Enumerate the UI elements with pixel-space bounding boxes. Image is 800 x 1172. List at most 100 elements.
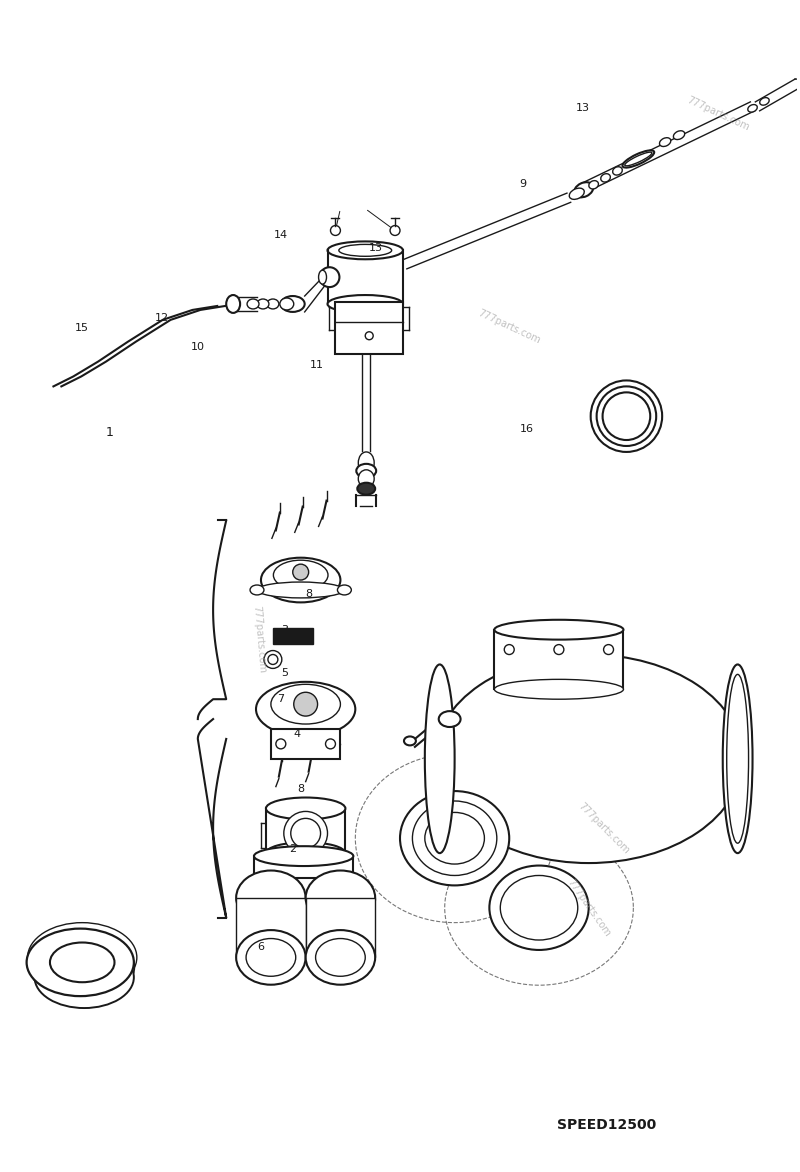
Ellipse shape (339, 245, 392, 257)
Ellipse shape (400, 791, 510, 885)
Ellipse shape (315, 939, 366, 976)
Ellipse shape (613, 166, 622, 175)
Text: 7: 7 (278, 694, 284, 704)
Ellipse shape (318, 271, 326, 284)
Ellipse shape (404, 736, 416, 745)
Text: 13: 13 (369, 244, 383, 253)
Text: 3: 3 (282, 625, 288, 635)
Bar (266, 809, 346, 853)
Ellipse shape (494, 620, 623, 640)
Text: 4: 4 (293, 729, 300, 738)
Bar (271, 729, 341, 758)
Circle shape (390, 225, 400, 236)
Ellipse shape (589, 180, 598, 189)
Text: 8: 8 (297, 784, 304, 793)
Ellipse shape (438, 711, 461, 727)
Ellipse shape (28, 922, 137, 993)
Bar (335, 302, 403, 354)
Ellipse shape (256, 682, 355, 736)
Ellipse shape (250, 585, 264, 595)
Text: 777parts.com: 777parts.com (565, 877, 612, 939)
Ellipse shape (338, 585, 351, 595)
Ellipse shape (574, 182, 593, 197)
Bar (236, 898, 306, 958)
Ellipse shape (247, 299, 259, 309)
Circle shape (366, 332, 373, 340)
Text: 13: 13 (576, 103, 590, 113)
Bar (273, 628, 313, 643)
Bar (494, 629, 623, 689)
Ellipse shape (281, 297, 305, 312)
Ellipse shape (257, 299, 269, 309)
Ellipse shape (266, 797, 346, 819)
Circle shape (276, 738, 286, 749)
Ellipse shape (261, 558, 341, 602)
Circle shape (504, 645, 514, 654)
Ellipse shape (625, 152, 652, 165)
Text: 12: 12 (154, 313, 169, 323)
Text: 1: 1 (106, 425, 114, 438)
Ellipse shape (34, 947, 134, 1008)
Ellipse shape (760, 97, 769, 105)
Ellipse shape (226, 295, 240, 313)
Text: 6: 6 (258, 942, 265, 952)
Circle shape (290, 818, 321, 849)
Text: 777parts.com: 777parts.com (685, 95, 750, 132)
Ellipse shape (358, 452, 374, 473)
Ellipse shape (236, 931, 306, 984)
Ellipse shape (358, 470, 374, 488)
Ellipse shape (271, 684, 341, 724)
Text: 16: 16 (520, 424, 534, 434)
Text: 2: 2 (289, 844, 296, 854)
Text: 777parts.com: 777parts.com (251, 606, 267, 674)
Ellipse shape (622, 150, 654, 168)
Ellipse shape (425, 812, 485, 864)
Ellipse shape (726, 674, 749, 843)
Ellipse shape (358, 483, 375, 495)
Circle shape (319, 267, 339, 287)
Ellipse shape (494, 680, 623, 700)
Circle shape (264, 650, 282, 668)
Circle shape (268, 654, 278, 665)
Ellipse shape (500, 875, 578, 940)
Ellipse shape (601, 173, 610, 182)
Ellipse shape (570, 189, 584, 199)
Ellipse shape (413, 800, 497, 875)
Text: 10: 10 (190, 342, 205, 353)
Text: 777parts.com: 777parts.com (576, 800, 631, 856)
Ellipse shape (327, 241, 403, 259)
Text: 15: 15 (75, 322, 90, 333)
Bar (254, 856, 354, 878)
Ellipse shape (356, 464, 376, 478)
Text: 8: 8 (305, 590, 312, 599)
Text: 11: 11 (310, 360, 323, 370)
Circle shape (294, 693, 318, 716)
Text: 14: 14 (274, 230, 288, 239)
Ellipse shape (267, 299, 279, 309)
Ellipse shape (434, 654, 742, 863)
Ellipse shape (306, 931, 375, 984)
Circle shape (330, 225, 341, 236)
Circle shape (603, 645, 614, 654)
Text: SPEED12500: SPEED12500 (557, 1118, 656, 1132)
Ellipse shape (236, 871, 306, 925)
Text: 777parts.com: 777parts.com (477, 308, 542, 346)
Circle shape (293, 564, 309, 580)
Circle shape (284, 811, 327, 856)
Text: 9: 9 (519, 179, 526, 190)
Ellipse shape (490, 866, 589, 950)
Ellipse shape (246, 939, 296, 976)
Ellipse shape (674, 131, 685, 139)
Ellipse shape (722, 665, 753, 853)
Circle shape (554, 645, 564, 654)
Circle shape (326, 738, 335, 749)
Text: 5: 5 (282, 668, 288, 679)
Ellipse shape (257, 582, 344, 598)
Ellipse shape (425, 665, 454, 853)
Ellipse shape (30, 935, 134, 1000)
Ellipse shape (266, 843, 346, 864)
Ellipse shape (306, 871, 375, 925)
Ellipse shape (254, 846, 354, 866)
Ellipse shape (26, 928, 134, 996)
Bar (306, 898, 375, 958)
